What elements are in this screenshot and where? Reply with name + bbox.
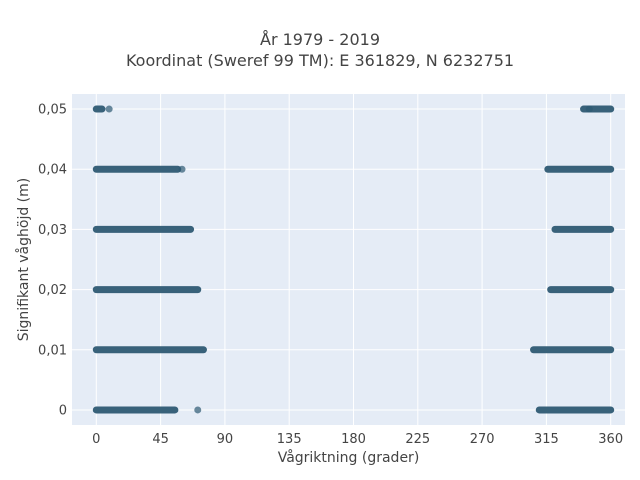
data-band [580,105,615,113]
data-band [547,286,615,294]
x-tick-label: 180 [341,432,366,447]
x-tick-label: 45 [152,432,169,447]
y-tick-label: 0 [59,403,67,418]
chart-title: År 1979 - 2019 [260,30,380,49]
y-tick-label: 0,05 [38,103,67,118]
y-tick-label: 0,04 [38,163,67,178]
data-point [178,165,186,173]
data-band [544,165,615,173]
data-band [530,346,615,354]
x-tick-label: 0 [92,432,100,447]
data-point [585,105,593,113]
x-tick-label: 360 [598,432,623,447]
data-band [92,286,202,294]
x-tick-label: 135 [277,432,302,447]
data-band [92,346,207,354]
chart-subtitle: Koordinat (Sweref 99 TM): E 361829, N 62… [125,51,515,70]
data-point [194,406,202,414]
y-tick-label: 0,02 [38,283,67,298]
data-band [535,406,615,414]
x-tick-label: 315 [534,432,559,447]
data-point [105,105,113,113]
data-band [551,225,615,233]
x-tick-label: 225 [405,432,430,447]
data-band [92,406,179,414]
data-band [92,225,195,233]
x-axis-label: Vågriktning (grader) [278,449,420,466]
x-tick-label: 90 [217,432,234,447]
x-tick-label: 270 [470,432,495,447]
y-tick-label: 0,03 [38,223,67,238]
data-band [92,105,106,113]
y-tick-label: 0,01 [38,343,67,358]
plot-area [72,94,625,425]
y-axis-label: Signifikant våghöjd (m) [15,178,32,341]
data-band [92,165,182,173]
